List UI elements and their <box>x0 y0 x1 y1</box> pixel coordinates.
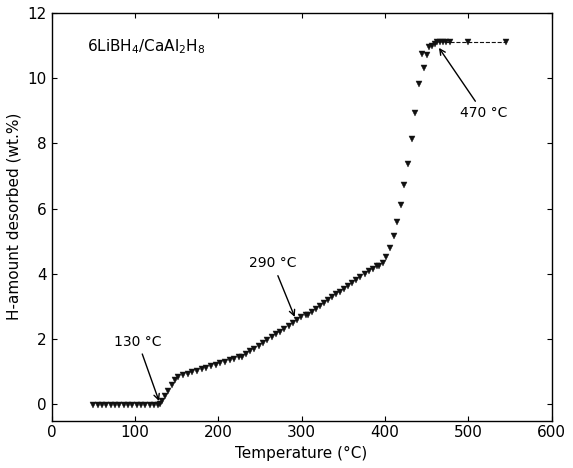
Text: 130 °C: 130 °C <box>114 335 162 400</box>
Text: 290 °C: 290 °C <box>249 256 297 315</box>
Y-axis label: H-amount desorbed (wt.%): H-amount desorbed (wt.%) <box>7 113 22 321</box>
X-axis label: Temperature (°C): Temperature (°C) <box>236 446 368 461</box>
Text: 470 °C: 470 °C <box>440 49 507 120</box>
Text: 6LiBH$_4$/CaAl$_2$H$_8$: 6LiBH$_4$/CaAl$_2$H$_8$ <box>87 37 205 56</box>
